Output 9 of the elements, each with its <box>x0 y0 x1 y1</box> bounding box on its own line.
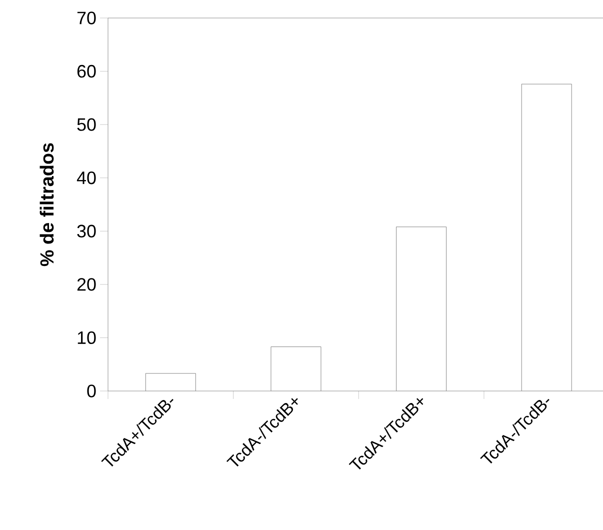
y-tick-label: 10 <box>78 331 96 344</box>
y-tick-label: 0 <box>87 384 96 398</box>
y-tick-label: 20 <box>77 278 96 291</box>
y-tick-label: 40 <box>76 171 96 184</box>
y-tick-label: 60 <box>77 64 96 78</box>
y-axis-title: % de filtrados <box>40 143 54 266</box>
y-tick-label: 30 <box>77 224 96 238</box>
y-tick-label: 50 <box>77 118 96 131</box>
y-tick-label: 70 <box>77 12 96 24</box>
